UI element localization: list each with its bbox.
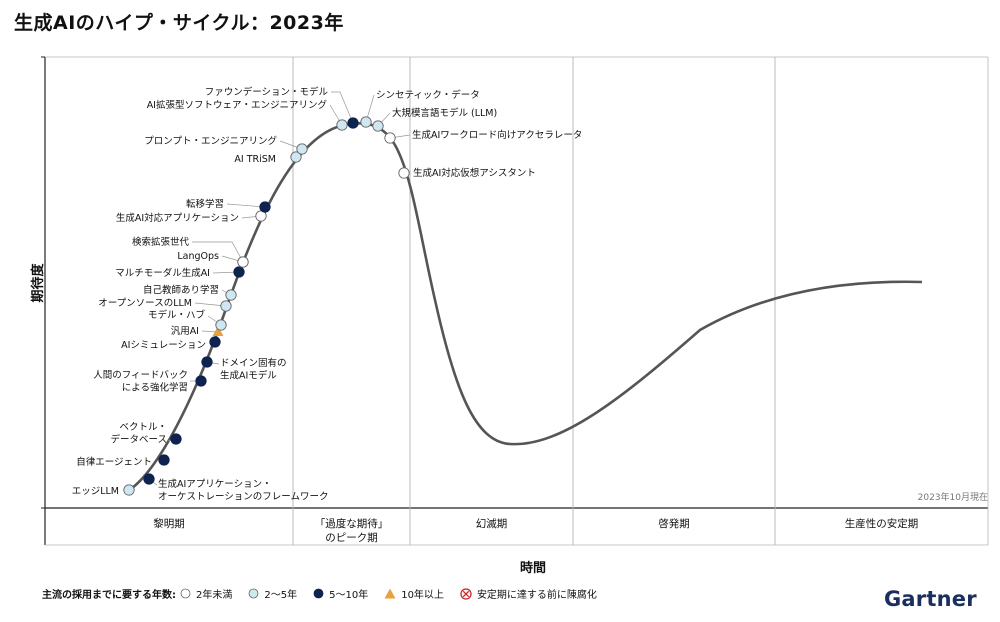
technology-label: AI拡張型ソフトウェア・エンジニアリング <box>147 99 328 111</box>
technology-marker <box>225 289 237 301</box>
technology-label: LangOps <box>177 251 219 262</box>
technology-label: ファウンデーション・モデル <box>205 86 329 98</box>
technology-marker <box>215 319 227 331</box>
phase-labels: 黎明期 「過度な期待」のピーク期 幻滅期 啓発期 生産性の安定期 <box>153 517 918 544</box>
legend-item-gt10: 10年以上 <box>384 586 444 601</box>
hype-cycle-chart: エッジLLM 生成AIアプリケーション・オーケストレーションのフレームワーク自律エ… <box>30 56 989 576</box>
leader-line <box>331 91 354 124</box>
technology-marker <box>201 356 213 368</box>
technology-marker <box>296 143 308 155</box>
technology-label: 人間のフィードバックによる強化学習 <box>93 370 188 394</box>
phase-label: 黎明期 <box>153 517 185 530</box>
technology-label: 転移学習 <box>186 198 224 210</box>
phase-label: 幻滅期 <box>476 517 508 530</box>
legend-marker-lightblue-circle <box>248 588 259 599</box>
legend-marker-navy-circle <box>313 588 324 599</box>
technology-label: 大規模言語モデル (LLM) <box>392 107 497 119</box>
technology-marker <box>143 473 155 485</box>
legend-label: 安定期に達する前に陳腐化 <box>476 590 597 601</box>
technology-label: エッジLLM <box>72 486 119 497</box>
technology-marker <box>170 433 182 445</box>
y-axis-label: 期待度 <box>30 263 46 303</box>
technology-marker <box>259 201 271 213</box>
chart-title: 生成AIのハイプ・サイクル：2023年 <box>14 12 344 34</box>
technology-marker <box>398 167 410 179</box>
chart-grid <box>41 56 989 546</box>
technology-marker <box>347 117 359 129</box>
technology-marker <box>195 375 207 387</box>
technology-markers <box>123 116 410 496</box>
technology-label: 自己教師あり学習 <box>143 284 219 296</box>
technology-marker <box>384 132 396 144</box>
legend-title: 主流の採用までに要する年数: <box>42 590 176 601</box>
technology-marker <box>290 151 302 163</box>
technology-label: 生成AI対応仮想アシスタント <box>413 167 536 179</box>
legend-marker-white-circle <box>180 588 191 599</box>
technology-label: 生成AI対応アプリケーション <box>116 212 239 224</box>
legend-label: 2～5年 <box>264 590 298 601</box>
legend-item-lt2: 2年未満 <box>180 586 232 601</box>
legend-label: 5～10年 <box>329 590 369 601</box>
technology-marker <box>233 266 245 278</box>
technology-marker <box>360 116 372 128</box>
legend-marker-orange-triangle <box>384 588 396 599</box>
technology-marker <box>123 484 135 496</box>
technology-label: モデル・ハブ <box>148 309 206 321</box>
legend-label: 2年未満 <box>196 590 233 601</box>
technology-marker <box>158 454 170 466</box>
technology-marker <box>209 336 221 348</box>
technology-label: 生成AIアプリケーション・オーケストレーションのフレームワーク <box>158 478 329 503</box>
technology-label: 自律エージェント <box>76 456 152 468</box>
technology-label: マルチモーダル生成AI <box>115 267 210 279</box>
leader-line <box>226 203 266 208</box>
technology-marker <box>237 256 249 268</box>
legend: 主流の採用までに要する年数: 2年未満 2～5年 5～10年 10年以上 安定期… <box>42 586 613 601</box>
leader-line <box>192 241 244 263</box>
technology-label: AI TRiSM <box>234 154 276 165</box>
technology-label: 汎用AI <box>171 325 199 337</box>
technology-marker <box>220 300 232 312</box>
phase-label: 生産性の安定期 <box>845 517 919 530</box>
legend-item-2to5: 2～5年 <box>248 586 297 601</box>
legend-label: 10年以上 <box>401 590 444 601</box>
legend-item-5to10: 5～10年 <box>313 586 368 601</box>
technology-marker <box>336 119 348 131</box>
technology-label: オープンソースのLLM <box>98 298 192 309</box>
as-of-date: 2023年10月現在 <box>918 491 988 503</box>
technology-labels: エッジLLM 生成AIアプリケーション・オーケストレーションのフレームワーク自律エ… <box>72 86 583 503</box>
technology-label: ドメイン固有の生成AIモデル <box>220 357 287 382</box>
legend-marker-red-cross-icon <box>460 587 472 600</box>
gartner-logo: Gartner <box>884 587 977 611</box>
technology-label: プロンプト・エンジニアリング <box>144 135 277 147</box>
technology-label: シンセティック・データ <box>376 89 480 101</box>
technology-marker <box>372 120 384 132</box>
technology-label: 検索拡張世代 <box>132 236 190 248</box>
technology-label: 生成AIワークロード向けアクセラレータ <box>412 129 582 141</box>
legend-item-obsolete: 安定期に達する前に陳腐化 <box>460 586 597 601</box>
phase-label: 「過度な期待」のピーク期 <box>315 517 389 544</box>
phase-label: 啓発期 <box>658 517 690 530</box>
technology-label: AIシミュレーション <box>121 340 206 351</box>
technology-marker <box>212 326 224 336</box>
technology-label: ベクトル・データベース <box>110 422 167 446</box>
x-axis-label: 時間 <box>520 560 546 576</box>
